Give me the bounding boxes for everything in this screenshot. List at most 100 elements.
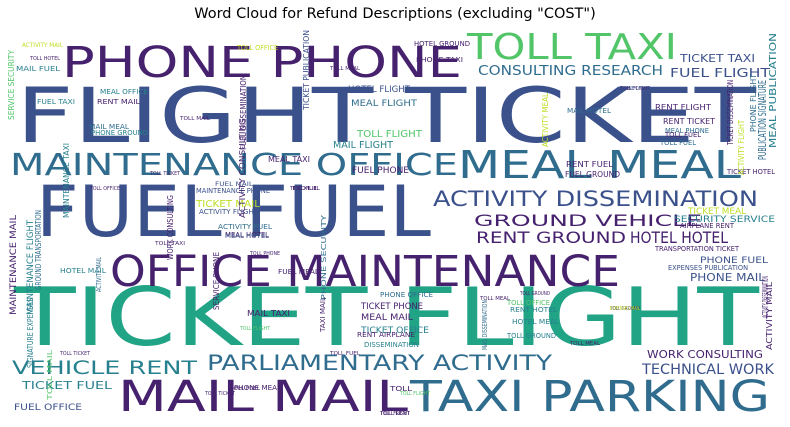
word-phone-ground: PHONE GROUND <box>91 129 148 137</box>
word-mail-mail: MAIL MAIL <box>118 372 408 422</box>
word-toll-mail: TOLL MAIL <box>179 116 210 122</box>
word-hotel-mail: HOTEL MAIL <box>60 267 106 275</box>
word-toll: TOLL <box>389 385 412 393</box>
word-activity-consulting: ACTIVITY CONSULTING <box>238 118 247 218</box>
word-ticket-fuel: TICKET FUEL <box>21 379 113 392</box>
word-meal-publication: MEAL PUBLICATION <box>768 33 779 148</box>
word-fuel-taxi: FUEL TAXI <box>37 98 75 106</box>
word-taxi-parking: TAXI PARKING <box>409 372 770 422</box>
word-taxi-mail: TAXI MAIL <box>319 297 327 333</box>
word-toll-hotel: TOLL HOTEL <box>29 56 60 62</box>
word-rent-mail: RENT MAIL <box>97 98 140 106</box>
word-phone-security: PHONE SECURITY <box>320 214 328 300</box>
word-hotel-hotel: HOTEL HOTEL <box>630 228 728 247</box>
word-fuel-meal: FUEL MEAL <box>278 268 319 276</box>
word-activity-mail: ACTIVITY MAIL <box>95 257 103 292</box>
word-hotel-flight: HOTEL FLIGHT <box>348 85 410 95</box>
cloud-background <box>12 28 778 414</box>
word-ticket-office: TICKET OFFICE <box>360 326 429 336</box>
word-toll-flight: TOLL FLIGHT <box>399 391 431 397</box>
word-fuel-ground: FUEL GROUND <box>565 170 620 179</box>
word-technical-work: TECHNICAL WORK <box>641 362 775 378</box>
word-toll-fuel: TOLL FUEL <box>664 131 701 139</box>
word-toll-meal: TOLL MEAL <box>329 66 360 72</box>
word-vehicle-rent: VEHICLE RENT <box>12 357 198 379</box>
word-dissemination: DISSEMINATION <box>364 341 419 349</box>
word-phone-office: PHONE OFFICE <box>380 291 433 299</box>
word-rent-hotel: RENT HOTEL <box>510 306 557 314</box>
word-ground-transportation: GROUND TRANSPORTATION <box>34 210 43 290</box>
word-meal-phone: MEAL PHONE <box>665 127 709 135</box>
word-mail-flight: MAIL FLIGHT <box>333 140 394 151</box>
word-toll-phone: TOLL PHONE <box>249 251 280 257</box>
word-fuel-flight: FUEL FLIGHT <box>670 66 771 80</box>
word-toll-ground: TOLL GROUND <box>519 291 550 297</box>
word-toll-ticket: TOLL TICKET <box>204 391 236 397</box>
word-maintenance-taxi: MAINTENANCE TAXI <box>62 143 71 218</box>
word-meal-hotel: MEAL HOTEL <box>225 231 269 239</box>
word-flight-ticket: FLIGHT TICKET <box>16 71 757 160</box>
word-ticket-flight: TICKET FLIGHT <box>13 271 761 364</box>
word-toll-ticket: TOLL TICKET <box>59 351 91 357</box>
word-rent-fuel: RENT FUEL <box>566 160 614 169</box>
word-mail-hotel: MAIL HOTEL <box>567 107 611 115</box>
word-meal-taxi: MEAL TAXI <box>268 155 310 164</box>
word-mail-dissemination: MAIL DISSEMINATION <box>481 300 489 350</box>
word-maintenance-flight: MAINTENANCE FLIGHT <box>26 220 36 315</box>
word-phone-taxi: PHONE TAXI <box>416 56 463 64</box>
word-parliamentary-activity: PARLIAMENTARY ACTIVITY <box>207 351 552 375</box>
word-fuel-dissemination: FUEL DISSEMINATION <box>239 75 248 150</box>
word-rent-ground: RENT GROUND <box>476 228 626 247</box>
word-toll-flight: TOLL FLIGHT <box>239 326 271 332</box>
word-toll-office: TOLL OFFICE <box>89 186 120 192</box>
word-ticket-dissemination: TICKET DISSEMINATION <box>726 80 735 146</box>
word-activity-flight: ACTIVITY FLIGHT <box>199 208 259 216</box>
word-toll-office: TOLL OFFICE <box>506 299 550 307</box>
chart-title: Word Cloud for Refund Descriptions (excl… <box>194 6 596 22</box>
word-rent-flight: RENT FLIGHT <box>655 103 711 112</box>
word-toll-flight: TOLL FLIGHT <box>356 129 423 140</box>
word-phone-office: PHONE OFFICE <box>620 86 650 92</box>
word-toll-flight: TOLL FLIGHT <box>619 86 651 92</box>
word-fuel-fuel: FUEL FUEL <box>36 171 431 253</box>
word-ticket-mail: TICKET MAIL <box>195 199 260 210</box>
word-toll-fuel: TOLL FUEL <box>289 186 320 192</box>
word-toll-meal: TOLL MEAL <box>479 296 510 302</box>
word-work-consulting: WORK CONSULTING <box>647 348 763 361</box>
word-toll-ground: TOLL GROUND <box>609 306 640 312</box>
word-hotel-ground: HOTEL GROUND <box>414 40 470 48</box>
word-rent-airplane: RENT AIRPLANE <box>357 331 415 339</box>
word-activity-dissemination: ACTIVITY DISSEMINATION <box>761 276 770 318</box>
word-ticket-taxi: TICKET TAXI <box>679 52 755 65</box>
word-meal-mail: MEAL MAIL <box>361 313 413 323</box>
word-ticket-meal: TICKET MEAL <box>687 207 746 217</box>
word-hotel-meal: HOTEL MEAL <box>512 318 559 326</box>
word-ground-vehicle: GROUND VEHICLE <box>474 211 702 230</box>
word-fuel-mail: FUEL MAIL <box>215 181 254 188</box>
word-signature-expenses: SIGNATURE EXPENSES <box>26 298 35 368</box>
word-publication-signature: PUBLICATION SIGNATURE <box>756 80 769 160</box>
word-toll-ground: TOLL GROUND <box>506 332 556 340</box>
word-maintenance-mail: MAINTENANCE MAIL <box>9 215 19 315</box>
word-toll-taxi: TOLL TAXI <box>154 241 185 247</box>
word-security-service: SECURITY SERVICE <box>674 215 775 225</box>
word-activity-mail: ACTIVITY MAIL <box>22 42 64 49</box>
word-toll: TOLL <box>288 186 321 192</box>
word-fuel-phone: FUEL PHONE <box>352 166 409 176</box>
word-phone-meal: PHONE MEAL <box>234 384 281 392</box>
word-mail-taxi: MAIL TAXI <box>247 309 290 318</box>
word-toll-ticket: TOLL TICKET <box>149 171 181 177</box>
word-maintenance-office: MAINTENANCE OFFICE <box>10 148 458 183</box>
word-activity-meal: ACTIVITY MEAL <box>541 93 550 147</box>
word-toll-taxi: TOLL TAXI <box>466 27 677 68</box>
word-work-consulting: WORK CONSULTING <box>166 195 175 260</box>
word-phone-fuel: PHONE FUEL <box>700 256 768 266</box>
word-toll-fuel: TOLL FUEL <box>229 386 260 392</box>
word-rent-ticket: RENT TICKET <box>663 117 715 126</box>
word-activity-flight: ACTIVITY FLIGHT <box>737 120 746 175</box>
word-activity-mail: ACTIVITY MAIL <box>765 281 774 350</box>
word-phone-phone: PHONE PHONE <box>62 38 462 88</box>
word-ticket-phone: TICKET PHONE <box>360 302 423 312</box>
